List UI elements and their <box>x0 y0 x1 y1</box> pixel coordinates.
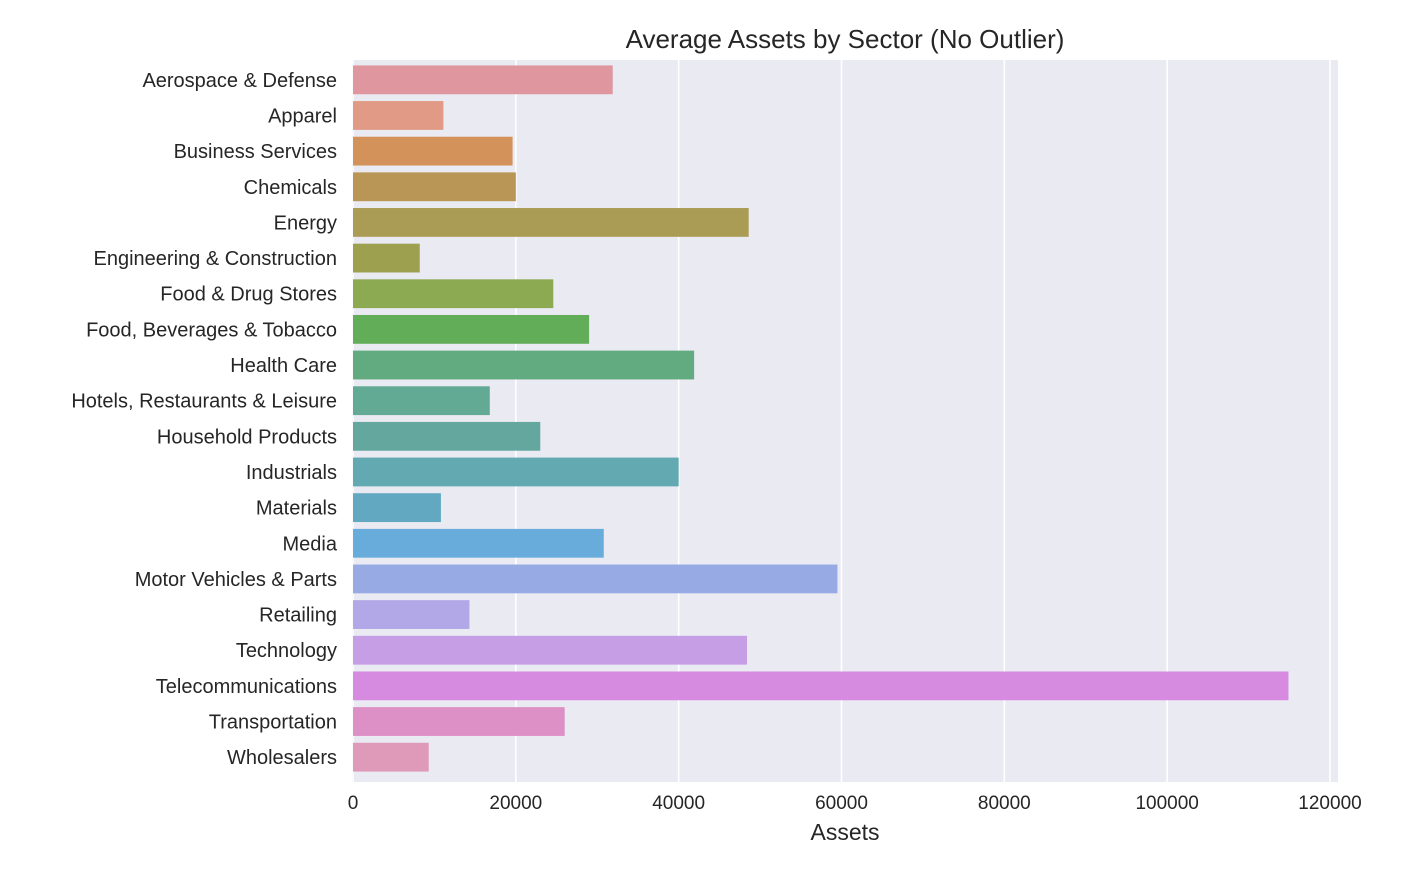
bar <box>353 136 513 166</box>
x-tick-label: 0 <box>348 793 359 814</box>
y-tick-label: Motor Vehicles & Parts <box>135 569 337 591</box>
y-tick-label: Chemicals <box>244 177 337 199</box>
bar <box>353 564 838 594</box>
bar <box>353 457 679 487</box>
y-tick-label: Telecommunications <box>156 676 337 698</box>
bar <box>353 243 420 273</box>
y-tick-label: Apparel <box>268 105 337 127</box>
y-tick-label: Media <box>283 533 338 555</box>
bar <box>353 742 429 772</box>
y-tick-labels: Aerospace & Defense Apparel Business Servi… <box>71 70 338 769</box>
bar <box>353 314 590 344</box>
bar <box>353 421 541 451</box>
y-tick-label: Transportation <box>209 712 337 734</box>
y-tick-label: Aerospace & Defense <box>142 70 337 92</box>
bar <box>353 600 470 629</box>
y-tick-label: Energy <box>274 212 337 234</box>
x-tick-label: 60000 <box>815 793 868 814</box>
x-tick-label: 40000 <box>652 793 705 814</box>
y-tick-label: Industrials <box>246 462 337 484</box>
x-tick-label: 80000 <box>978 793 1031 814</box>
bars <box>353 65 1289 772</box>
x-tick-label: 100000 <box>1135 793 1198 814</box>
y-tick-label: Technology <box>236 640 337 662</box>
bar <box>353 671 1289 701</box>
bar <box>353 493 441 523</box>
y-tick-label: Health Care <box>230 355 337 377</box>
y-tick-label: Materials <box>256 498 337 520</box>
bar <box>353 279 554 309</box>
y-tick-label: Engineering & Construction <box>94 248 337 270</box>
y-tick-label: Food, Beverages & Tobacco <box>86 319 337 341</box>
bar <box>353 635 748 665</box>
x-tick-labels: 0 20000 40000 60000 80000 100000 120000 <box>348 793 1362 814</box>
y-tick-label: Household Products <box>157 426 337 448</box>
y-tick-label: Wholesalers <box>227 747 337 769</box>
y-tick-label: Hotels, Restaurants & Leisure <box>71 391 337 413</box>
bar <box>353 65 613 95</box>
x-tick-label: 120000 <box>1298 793 1361 814</box>
bar <box>353 528 604 558</box>
chart-title: Average Assets by Sector (No Outlier) <box>626 24 1065 54</box>
x-axis-label: Assets <box>810 819 879 845</box>
bar <box>353 707 565 736</box>
bar <box>353 172 516 202</box>
y-tick-label: Food & Drug Stores <box>160 284 337 306</box>
y-tick-label: Business Services <box>174 141 337 163</box>
bar <box>353 101 444 130</box>
bar <box>353 350 695 380</box>
x-tick-label: 20000 <box>489 793 542 814</box>
y-tick-label: Retailing <box>259 605 337 627</box>
bar <box>353 208 749 237</box>
bar <box>353 386 490 416</box>
